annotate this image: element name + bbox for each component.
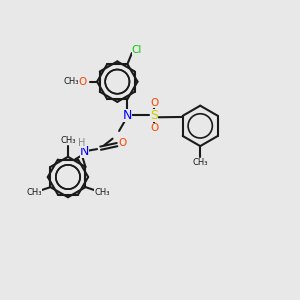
- Text: CH₃: CH₃: [60, 136, 76, 145]
- Text: S: S: [150, 109, 158, 122]
- Text: O: O: [150, 98, 158, 108]
- Text: O: O: [119, 138, 127, 148]
- Text: CH₃: CH₃: [26, 188, 42, 197]
- Text: CH₃: CH₃: [94, 188, 110, 197]
- Text: H: H: [78, 138, 85, 148]
- Text: Cl: Cl: [132, 45, 142, 55]
- Text: O: O: [150, 123, 158, 133]
- Text: N: N: [80, 145, 89, 158]
- Text: N: N: [123, 109, 132, 122]
- Text: O: O: [78, 76, 86, 87]
- Text: CH₃: CH₃: [64, 77, 79, 86]
- Text: CH₃: CH₃: [193, 158, 208, 167]
